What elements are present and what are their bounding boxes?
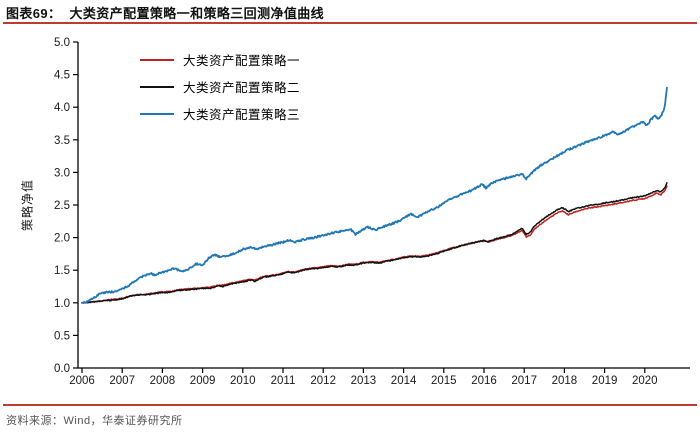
y-tick-label: 2.0 (54, 233, 70, 245)
chart-legend: 大类资产配置策略一 大类资产配置策略二 大类资产配置策略三 (140, 46, 300, 127)
x-tick-label: 2006 (69, 375, 95, 387)
x-tick-label: 2008 (150, 375, 176, 387)
x-tick-label: 2015 (431, 375, 457, 387)
legend-line-strategy-1 (140, 58, 174, 61)
series-line-strategy-2 (81, 182, 668, 304)
x-tick-label: 2007 (109, 375, 135, 387)
source-note: 资料来源：Wind，华泰证券研究所 (6, 415, 183, 427)
x-tick-label: 2017 (511, 375, 537, 387)
x-tick-label: 2019 (592, 375, 618, 387)
legend-line-strategy-3 (140, 112, 174, 115)
y-tick-label: 4.0 (54, 102, 70, 114)
y-tick-label: 3.5 (54, 135, 70, 147)
x-tick-label: 2016 (471, 375, 497, 387)
x-tick-label: 2010 (230, 375, 256, 387)
legend-line-strategy-2 (140, 85, 174, 88)
legend-item-strategy-1: 大类资产配置策略一 (140, 46, 300, 73)
title-divider (3, 22, 697, 24)
y-tick-label: 0.5 (54, 330, 70, 342)
legend-item-strategy-2: 大类资产配置策略二 (140, 73, 300, 100)
x-tick-label: 2018 (552, 375, 578, 387)
x-tick-label: 2013 (351, 375, 377, 387)
x-tick-label: 2009 (190, 375, 216, 387)
footer-divider (3, 404, 697, 406)
x-tick-label: 2020 (632, 375, 658, 387)
y-tick-label: 0.0 (54, 363, 70, 375)
legend-item-strategy-3: 大类资产配置策略三 (140, 100, 300, 127)
legend-label-strategy-2: 大类资产配置策略二 (183, 81, 301, 95)
y-tick-label: 5.0 (54, 37, 70, 49)
y-tick-label: 3.0 (54, 167, 70, 179)
x-tick-label: 2011 (271, 375, 296, 387)
legend-label-strategy-1: 大类资产配置策略一 (183, 54, 301, 68)
y-tick-label: 4.5 (54, 70, 70, 82)
y-tick-label: 1.0 (54, 298, 70, 310)
x-tick-label: 2014 (391, 375, 417, 387)
series-line-strategy-1 (81, 185, 668, 304)
series-line-strategy-3 (81, 86, 668, 304)
y-tick-label: 1.5 (54, 265, 70, 277)
y-axis-label: 策略净值 (20, 178, 35, 232)
figure-title: 图表69： 大类资产配置策略一和策略三回测净值曲线 (6, 6, 325, 21)
y-tick-label: 2.5 (54, 200, 70, 212)
legend-label-strategy-3: 大类资产配置策略三 (183, 108, 301, 122)
x-tick-label: 2012 (310, 375, 336, 387)
